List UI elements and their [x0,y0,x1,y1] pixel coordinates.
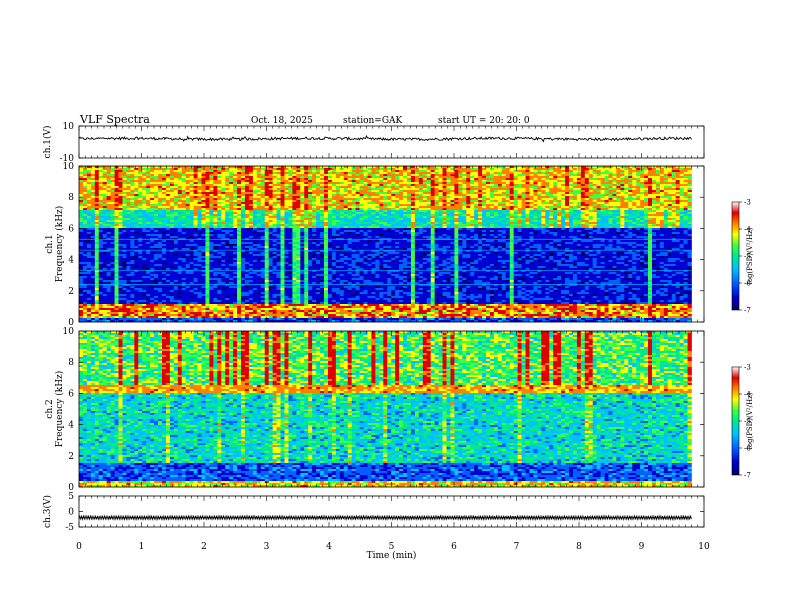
y-axis-label: ch.1(V) [42,126,53,159]
y-tick-label: 6 [68,389,74,399]
x-tick-label: 2 [201,542,207,552]
ch2-colorbar: -3-4-5-6-7 log(PSD)(V²/Hz) [732,364,754,480]
x-axis-label: Time (min) [367,550,417,561]
y-tick-label: 10 [63,327,75,337]
ch1-colorbar-gradient [732,202,739,310]
station-label: station=GAK [343,116,403,126]
y-tick-label: 8 [68,193,74,203]
y-tick-label: 4 [68,421,74,431]
x-tick-label: 1 [139,542,145,552]
ch1-colorbar: -3-4-5-6-7 log(PSD)(V²/Hz) [732,199,754,315]
y-tick-label: 10 [63,162,75,172]
x-tick-label: 3 [264,542,270,552]
x-tick-label: 4 [326,542,332,552]
x-ticks [79,126,704,158]
ch2-colorbar-label: log(PSD)(V²/Hz) [746,392,754,449]
y-tick-label: 2 [68,452,74,462]
x-tick-label: 9 [639,542,645,552]
ch1-trace [79,136,692,142]
x-tick-label: 0 [76,542,82,552]
y-tick-label: 2 [68,287,74,297]
x-tick-label: 10 [698,542,710,552]
colorbar-tick-label: -3 [744,199,751,207]
x-ticks [79,496,704,527]
y-tick-label: 4 [68,256,74,266]
ch3-trace [79,516,692,520]
ch3-waveform-panel: 5 0 -5 ch.3(V) [42,492,704,533]
y-axis-label: ch.2Frequency (kHz) [45,371,65,448]
colorbar-tick-label: -3 [744,364,751,372]
y-axis-label: ch.1Frequency (kHz) [45,206,65,283]
x-tick-label: 7 [514,542,520,552]
figure-title: VLF Spectra [79,113,150,126]
y-tick-label: -5 [65,523,74,533]
y-axis-label: ch.3(V) [42,495,53,528]
y-tick-label: 5 [68,492,74,502]
x-tick-label: 8 [576,542,582,552]
y-tick-label: 10 [63,122,75,132]
x-tick-label: 6 [451,542,457,552]
y-tick-label: 8 [68,358,74,368]
y-tick-label: 6 [68,224,74,234]
spectrogram-image [79,166,692,322]
date-label: Oct. 18, 2025 [251,116,313,126]
ch1-colorbar-label: log(PSD)(V²/Hz) [746,227,754,284]
spectrogram-image [79,331,692,487]
start-ut-label: start UT = 20: 20: 0 [438,116,530,126]
ch2-colorbar-gradient [732,367,739,475]
colorbar-tick-label: -7 [744,472,751,480]
y-tick-label: 0 [68,508,74,518]
colorbar-tick-label: -7 [744,307,751,315]
